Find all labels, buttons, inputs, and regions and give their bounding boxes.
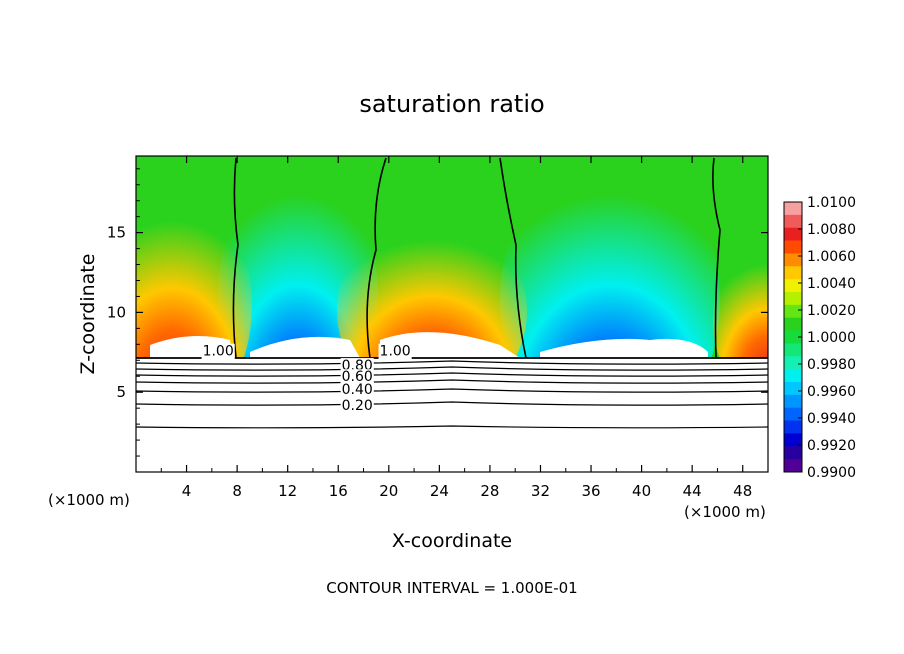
- contour-label: 0.20: [342, 398, 373, 414]
- colorbar-swatch: [784, 420, 802, 434]
- contour-label: 1.00: [380, 344, 411, 360]
- x-tick-label: 4: [182, 482, 192, 500]
- x-axis: 4 8 12 16 20 24 28 32 36 40 44 48: [160, 156, 752, 500]
- colorbar-swatch: [784, 214, 802, 229]
- x-tick-label: 28: [480, 482, 499, 500]
- colorbar-label: 0.9920: [807, 438, 856, 454]
- contour-line-1.00: [232, 157, 239, 359]
- colorbar-label: 1.0040: [807, 276, 856, 292]
- plot-frame: [135, 155, 769, 473]
- contour-label-bg: [378, 343, 412, 360]
- colorbar-swatch: [784, 459, 802, 473]
- horizontal-contours: [136, 357, 768, 429]
- lower-region: [136, 358, 768, 472]
- saturated-patch: [540, 338, 708, 358]
- contour-label-bg: [340, 369, 374, 386]
- colorbar-label: 0.9960: [807, 384, 856, 400]
- colorbar: 1.0100 1.0080 1.0060 1.0040 1.0020 1.0000 0.99…: [783, 195, 856, 481]
- colorbar-swatch: [784, 433, 802, 447]
- contour-label: 1.00: [203, 344, 234, 360]
- colorbar-swatch: [784, 279, 802, 293]
- colorbar-swatch: [784, 369, 802, 383]
- contour-line-1.00: [499, 157, 527, 359]
- colorbar-swatch: [784, 343, 802, 357]
- x-tick-label: 44: [683, 482, 702, 500]
- colorbar-swatch: [784, 317, 802, 332]
- colorbar-label: 1.0020: [807, 303, 856, 319]
- colorbar-swatch: [784, 304, 802, 319]
- colorbar-label: 1.0000: [807, 330, 856, 346]
- x-tick-label: 48: [733, 482, 752, 500]
- contour-label-bg: [340, 382, 374, 399]
- chart-title: saturation ratio: [359, 90, 544, 118]
- colorbar-swatch: [784, 330, 802, 344]
- colorbar-label: 1.0060: [807, 249, 856, 265]
- saturated-patch: [250, 336, 360, 358]
- colorbar-swatch: [784, 446, 802, 460]
- contour-label-bg: [340, 397, 374, 414]
- colorbar-swatch: [784, 394, 802, 409]
- colorbar-swatch: [784, 356, 802, 370]
- contour-line-1.00: [366, 157, 387, 359]
- x-axis-label: X-coordinate: [392, 530, 512, 552]
- contour-label: 0.40: [342, 382, 373, 398]
- colorbar-swatch: [784, 227, 802, 242]
- x-tick-label: 12: [278, 482, 297, 500]
- x-tick-label: 24: [430, 482, 449, 500]
- plot-area: [136, 156, 768, 472]
- x-tick-label: 40: [632, 482, 651, 500]
- contour-label: 0.60: [342, 369, 373, 385]
- y-axis: 5 10 15: [107, 168, 768, 457]
- x-tick-label: 8: [232, 482, 242, 500]
- x-unit-label-right: (×1000 m): [684, 503, 766, 521]
- y-tick-label: 5: [116, 383, 126, 401]
- colorbar-swatch: [784, 266, 802, 280]
- colorbar-label: 1.0080: [807, 222, 856, 238]
- contour-interval-label: CONTOUR INTERVAL = 1.000E-01: [326, 579, 577, 597]
- contour-line-1.00: [712, 157, 721, 359]
- colorbar-swatch: [784, 292, 802, 306]
- contour-label-bg: [201, 343, 235, 360]
- colorbar-label: 1.0100: [807, 195, 856, 211]
- y-tick-label: 15: [107, 224, 126, 242]
- x-tick-label: 16: [329, 482, 348, 500]
- contour-labels: 1.00 1.000.800.600.400.20: [201, 343, 412, 414]
- colorbar-label: 0.9940: [807, 411, 856, 427]
- colorbar-label: 0.9900: [807, 465, 856, 481]
- colorbar-swatch: [784, 202, 802, 216]
- colorbar-label: 0.9980: [807, 357, 856, 373]
- y-tick-label: 10: [107, 303, 126, 321]
- saturated-patch: [380, 332, 520, 358]
- colorbar-swatch: [784, 240, 802, 254]
- x-tick-label: 36: [581, 482, 600, 500]
- x-unit-label-left: (×1000 m): [48, 491, 130, 509]
- colorbar-swatch: [784, 407, 802, 422]
- colorbar-swatch: [784, 382, 802, 396]
- x-tick-label: 32: [531, 482, 550, 500]
- colorbar-swatch: [784, 253, 802, 267]
- x-tick-label: 20: [379, 482, 398, 500]
- y-axis-label: Z-coordinate: [77, 254, 99, 375]
